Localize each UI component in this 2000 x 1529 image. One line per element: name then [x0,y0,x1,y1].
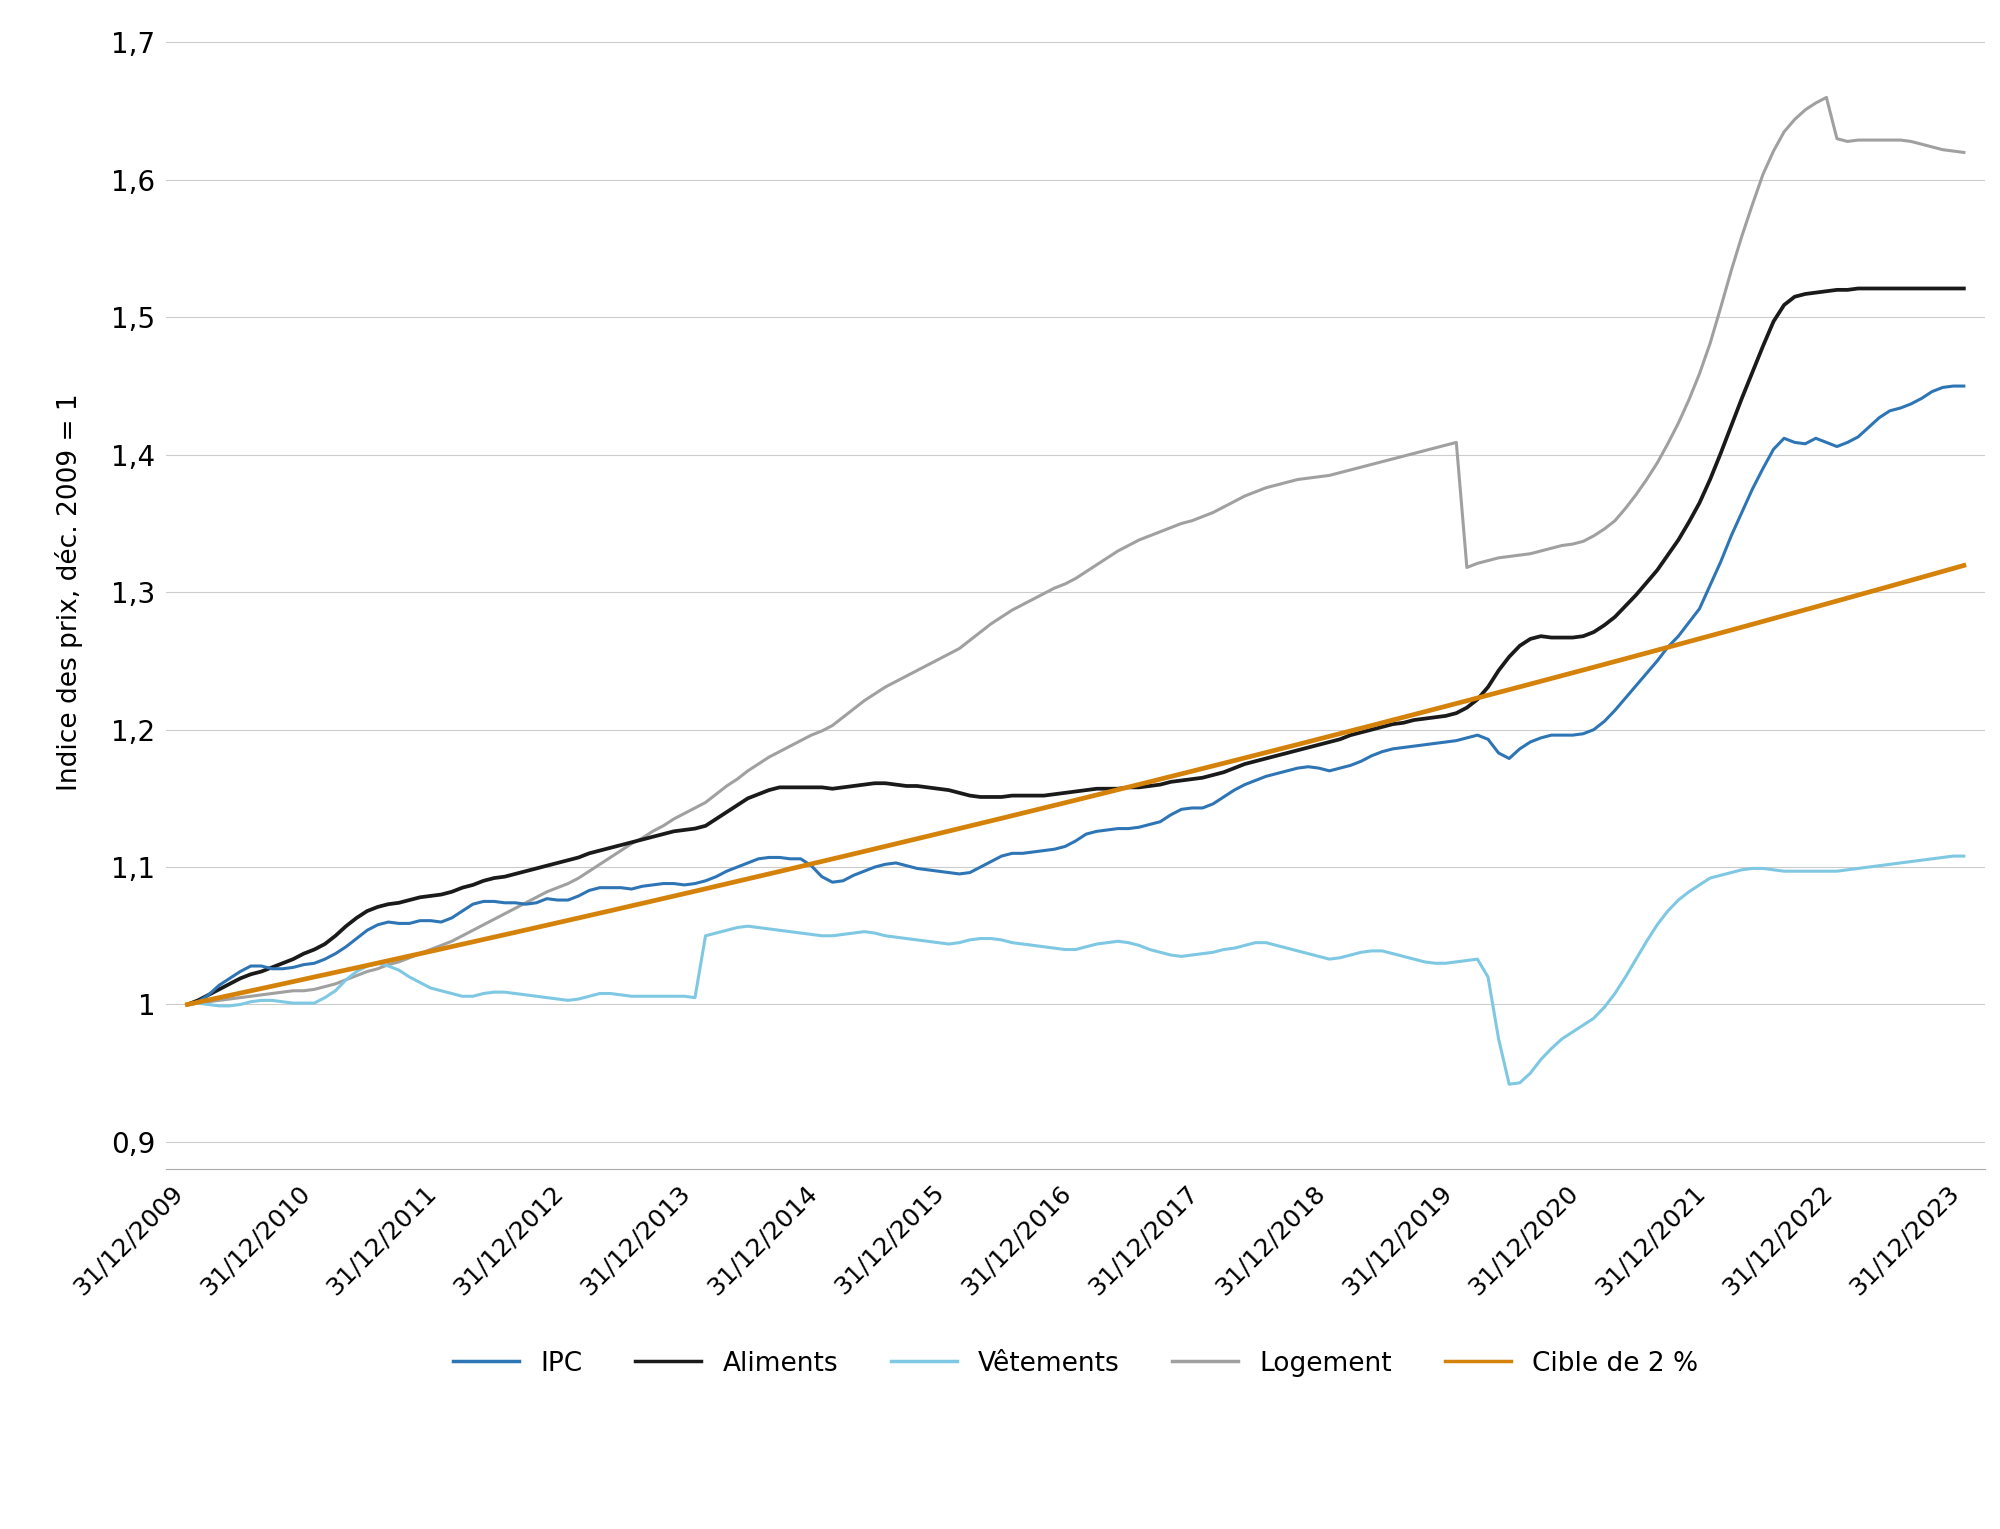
Legend: IPC, Aliments, Vêtements, Logement, Cible de 2 %: IPC, Aliments, Vêtements, Logement, Cibl… [442,1339,1708,1387]
Y-axis label: Indice des prix, déc. 2009 = 1: Indice des prix, déc. 2009 = 1 [56,393,84,790]
